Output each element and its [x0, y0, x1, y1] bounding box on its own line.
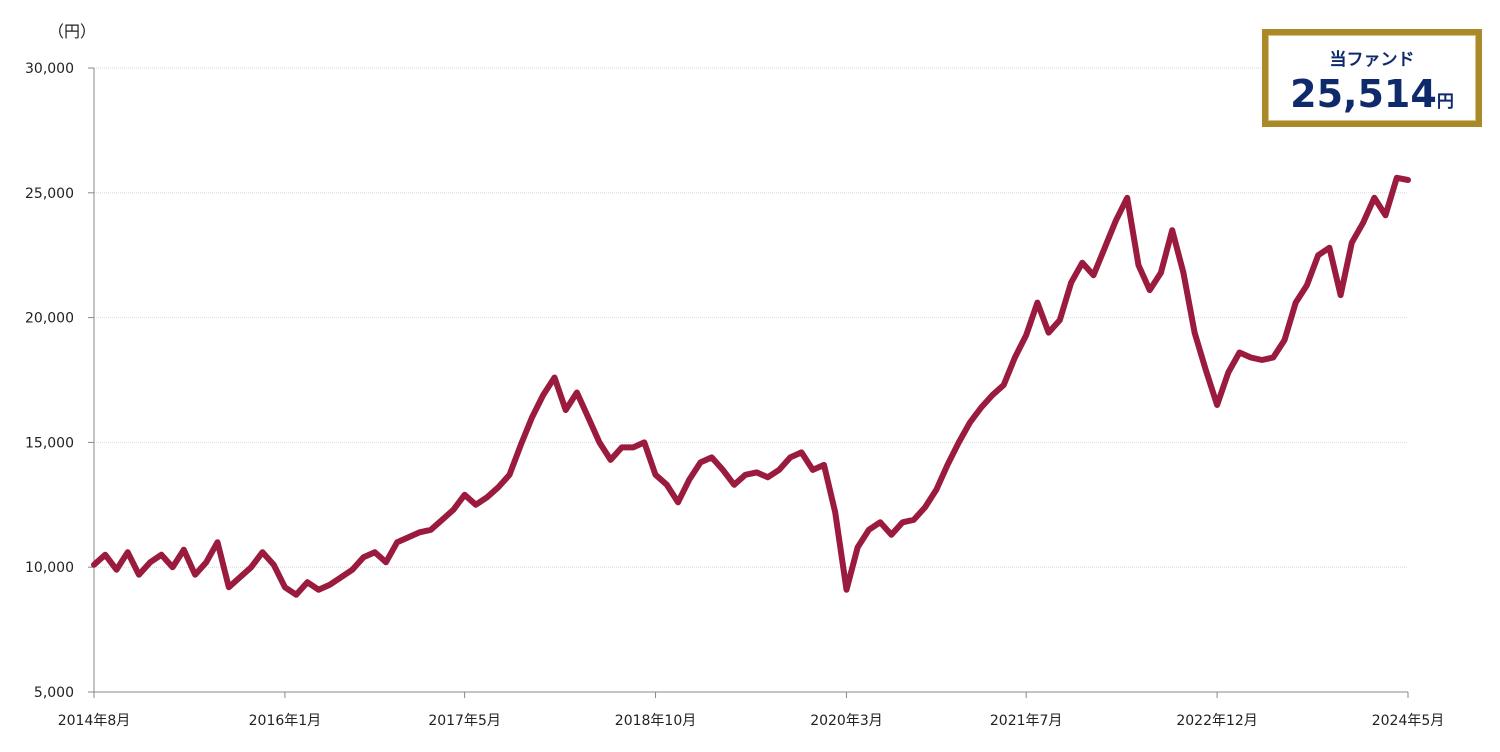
- y-tick-label: 5,000: [34, 685, 74, 701]
- axes: [88, 67, 1409, 698]
- x-tick-label: 2024年5月: [1372, 713, 1445, 729]
- badge-value: 25,514: [1290, 72, 1437, 116]
- y-tick-label: 20,000: [25, 311, 74, 327]
- x-tick-label: 2016年1月: [249, 713, 322, 729]
- y-tick-label: 10,000: [25, 560, 74, 576]
- nav-series-line: [91, 174, 1411, 598]
- badge-unit: 円: [1436, 92, 1454, 112]
- x-tick-label: 2018年10月: [615, 713, 696, 729]
- x-tick-label: 2017年5月: [428, 713, 501, 729]
- y-tick-label: 30,000: [25, 61, 74, 77]
- y-unit-label: （円）: [48, 22, 96, 41]
- badge-title: 当ファンド: [1329, 50, 1415, 70]
- tick-labels: 5,000 10,000 15,000 20,000 25,000 30,000 2014年…: [25, 61, 1444, 729]
- series-layer: [91, 174, 1411, 598]
- x-tick-label: 2021年7月: [990, 713, 1063, 729]
- y-tick-label: 25,000: [25, 186, 74, 202]
- x-tick-label: 2022年12月: [1176, 713, 1257, 729]
- badge-value-row: 25,514円: [1268, 72, 1476, 116]
- gridlines: [94, 67, 1408, 568]
- y-tick-label: 15,000: [25, 435, 74, 451]
- x-tick-label: 2020年3月: [810, 713, 883, 729]
- fund-value-badge: 当ファンド 25,514円: [1262, 29, 1482, 127]
- x-tick-label: 2014年8月: [58, 713, 131, 729]
